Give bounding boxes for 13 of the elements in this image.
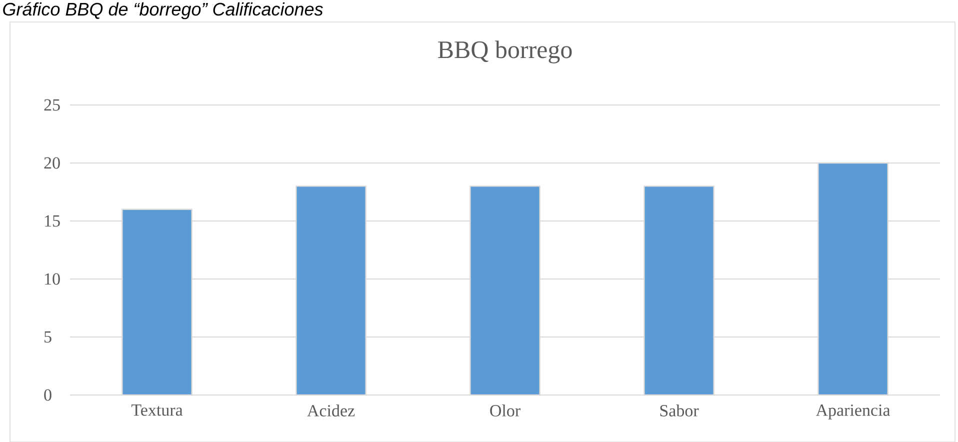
y-tick-label: 0 (44, 389, 52, 401)
x-tick-label: Apariencia (816, 404, 890, 420)
x-tick-label: Sabor (660, 404, 699, 416)
chart-title: BBQ borrego (438, 40, 572, 64)
x-tick-label: Acidez (307, 404, 355, 416)
y-tick-label: 10 (45, 273, 60, 285)
y-tick-label: 5 (44, 331, 52, 343)
x-tick-label: Textura (131, 404, 183, 416)
text: Gráfico BBQ de “borrego” Calificaciones (3, 2, 323, 20)
x-tick-label: Olor (490, 404, 520, 416)
y-tick-label: 15 (45, 215, 60, 227)
y-tick-label: 25 (44, 99, 60, 111)
y-tick-label: 20 (44, 157, 60, 169)
